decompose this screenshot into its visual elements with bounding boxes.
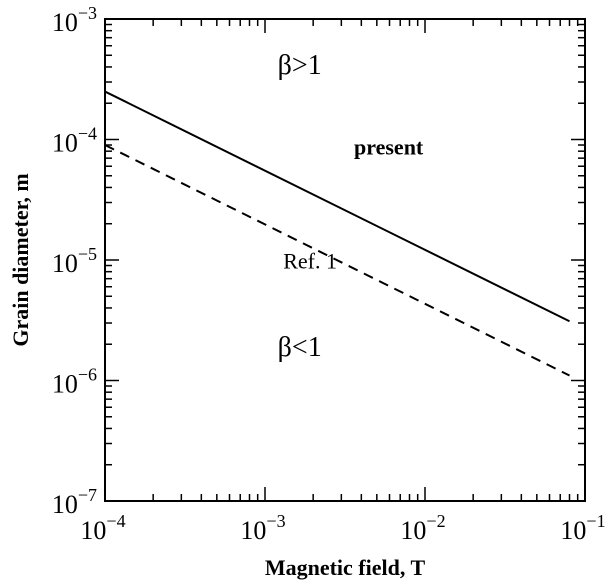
annotation-label: present [354,135,424,160]
y-axis-title: Grain diameter, m [8,173,33,346]
annotations: β>1 present Ref. 1 β<1 [278,50,424,363]
x-tick-label: 10−1 [560,511,605,545]
x-tick-labels: 10−4 10−3 10−2 10−1 [80,511,605,545]
y-tick-label: 10−5 [52,244,97,278]
series-line-present [104,90,570,323]
x-tick-label: 10−3 [240,511,285,545]
series-lines [104,90,570,377]
y-tick-label: 10−4 [52,124,97,158]
plot-frame [104,18,586,502]
annotation-label: β<1 [278,332,322,363]
y-tick-label: 10−3 [52,3,97,37]
series-line-ref [104,144,570,377]
x-tick-label: 10−2 [400,511,445,545]
tick-marks [104,19,585,502]
annotation-label: β>1 [278,50,322,81]
y-tick-labels: 10−7 10−6 10−5 10−4 10−3 [52,3,97,519]
y-tick-label: 10−7 [52,485,97,519]
y-tick-label: 10−6 [52,365,97,399]
x-axis-title: Magnetic field, T [265,555,426,580]
annotation-label: Ref. 1 [283,249,337,274]
x-tick-label: 10−4 [80,511,125,545]
